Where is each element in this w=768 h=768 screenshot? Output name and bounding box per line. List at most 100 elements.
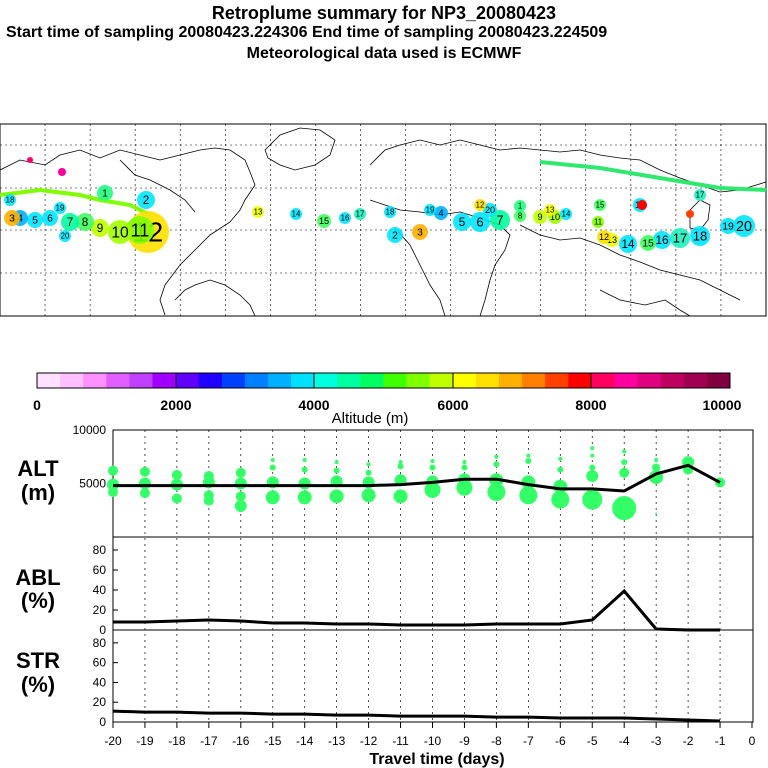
abl-unit: (%) (21, 588, 55, 613)
plume-marker-label: 4 (17, 214, 23, 225)
plume-marker (597, 230, 611, 244)
alt-unit: (m) (21, 480, 55, 505)
alt-point (393, 489, 408, 504)
colorbar-cell (614, 373, 639, 388)
alt-point (493, 461, 500, 468)
alt-point (301, 466, 308, 473)
alt-y-tick: 10000 (73, 423, 107, 437)
met-data-source: Meteorological data used is ECMWF (246, 45, 522, 62)
colorbar-cell (545, 373, 569, 388)
plume-marker (27, 212, 43, 228)
alt-point (654, 457, 659, 462)
plume-marker-label: 14 (562, 210, 571, 219)
colorbar-tick-0: 0 (33, 397, 41, 413)
plume-marker (474, 199, 486, 211)
x-axis-label: Travel time (days) (369, 751, 504, 768)
plume-marker (42, 210, 58, 226)
str-label: STR (16, 648, 60, 673)
alt-point (329, 489, 344, 504)
plume-track (0, 160, 767, 217)
x-tick-label: -4 (619, 734, 630, 748)
alt-point (430, 459, 435, 464)
plume-marker-label: 16 (655, 234, 668, 247)
plume-marker (690, 226, 710, 246)
plume-marker (490, 210, 510, 230)
plume-marker-label: 17 (696, 191, 705, 200)
plume-marker-label: 20 (61, 232, 70, 241)
x-tick-label: -7 (523, 734, 534, 748)
plume-marker (4, 210, 20, 226)
alt-point (621, 459, 628, 466)
alt-point (171, 493, 182, 504)
x-tick-label: -12 (360, 734, 378, 748)
plume-marker (137, 191, 155, 209)
colorbar-cell (106, 373, 130, 388)
plume-marker-label: 2 (392, 231, 398, 242)
alt-point (519, 486, 538, 505)
plume-marker-label: 18 (693, 229, 707, 244)
plume-marker (4, 194, 16, 206)
alt-point (487, 483, 506, 502)
alt-point (139, 488, 150, 499)
plume-marker-label: 7 (67, 216, 74, 229)
plume-marker (61, 213, 79, 231)
plume-marker (317, 214, 331, 228)
alt-point (203, 495, 214, 506)
plume-marker (653, 231, 671, 249)
alt-point (302, 457, 307, 462)
plume-marker (594, 199, 606, 211)
colorbar-tick-6000: 6000 (437, 397, 468, 413)
abl-y-tick: 60 (93, 563, 107, 577)
x-tick-label: -5 (587, 734, 598, 748)
colorbar-cell (683, 373, 708, 388)
plume-marker (54, 202, 66, 214)
plume-marker-label: 12 (599, 232, 609, 242)
colorbar-tick-8000: 8000 (575, 397, 606, 413)
alt-point (234, 477, 247, 490)
plume-marker (453, 213, 471, 231)
colorbar-tick-2000: 2000 (160, 397, 191, 413)
alt-point (138, 477, 151, 490)
str-line (112, 709, 721, 723)
plume-marker (290, 208, 302, 220)
sampling-times: Start time of sampling 20080423.224306 E… (6, 24, 608, 41)
plume-marker-label: 10 (550, 212, 560, 222)
plume-marker-label: 13 (254, 208, 263, 217)
abl-y-tick: 40 (93, 583, 107, 597)
plume-marker-label: 3 (9, 214, 15, 225)
plume-marker-high (27, 157, 33, 163)
x-tick-label: -2 (683, 734, 694, 748)
alt-point (235, 491, 246, 502)
plume-marker (354, 208, 366, 220)
plume-marker-label: 13 (607, 235, 617, 245)
colorbar-cell (706, 373, 731, 388)
x-tick-label: -8 (491, 734, 502, 748)
x-tick-label: -13 (328, 734, 346, 748)
x-tick-label: -10 (424, 734, 442, 748)
str-y-tick: 60 (93, 656, 107, 670)
plume-marker-label: 4 (438, 208, 443, 218)
colorbar-cell (475, 373, 500, 388)
plume-marker-label: 9 (97, 222, 104, 235)
alt-point (622, 449, 627, 454)
x-tick-label: -17 (200, 734, 218, 748)
plume-marker-label: 6 (47, 214, 53, 225)
colorbar-cell (568, 373, 592, 388)
plume-marker-label: 1 (102, 189, 108, 200)
alt-point (526, 453, 531, 458)
plume-marker-label: 12 (476, 201, 485, 210)
alt-point (590, 446, 595, 451)
colorbar-cell (591, 373, 615, 388)
plume-marker (640, 235, 656, 251)
abl-line (113, 588, 720, 632)
plume-marker-label: 20 (485, 205, 495, 215)
str-series (112, 709, 721, 723)
alt-point (590, 453, 595, 458)
plume-marker (592, 216, 604, 228)
colorbar-cell (406, 373, 431, 388)
plume-marker-label: 14 (292, 210, 301, 219)
colorbar-cell (637, 373, 662, 388)
plume-marker-high (637, 200, 647, 210)
plume-marker (533, 210, 547, 224)
